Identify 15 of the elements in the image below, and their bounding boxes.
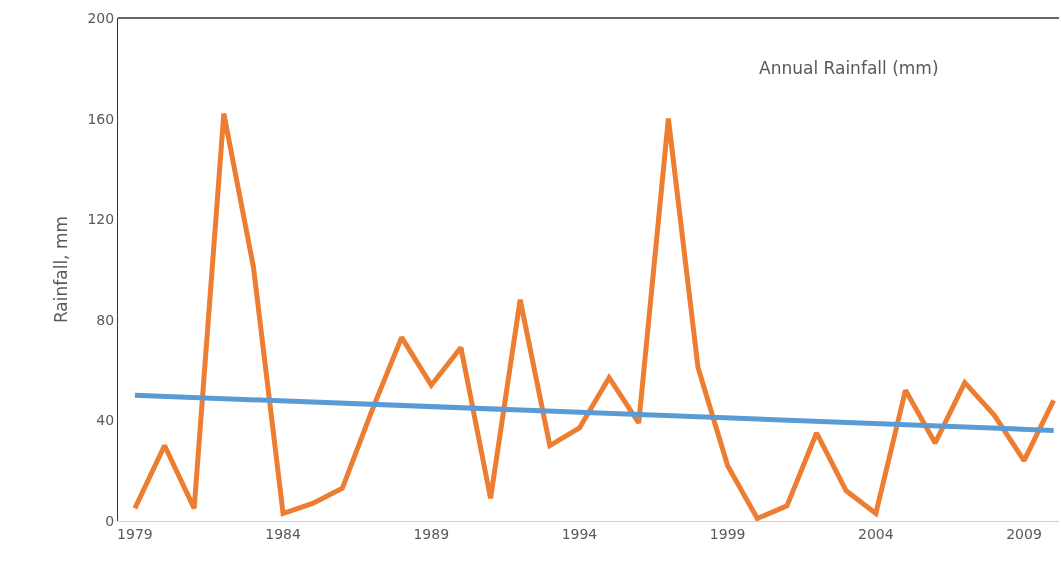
text: Annual Rainfall (mm)	[759, 58, 939, 79]
y-tick-label: 120	[87, 211, 115, 228]
x-tick-label: 2004	[858, 525, 894, 542]
x-tick-label: 1994	[561, 525, 598, 542]
y-tick-label: 80	[96, 311, 115, 328]
x-tick-label: 1984	[265, 525, 301, 542]
x-tick-label: 1979	[117, 525, 153, 542]
y-tick-label: 40	[96, 412, 115, 429]
y-tick-label: 0	[105, 512, 115, 529]
x-tick-label: 2009	[1006, 525, 1042, 542]
x-tick-label: 1999	[709, 525, 746, 542]
y-tick-label: 160	[87, 110, 115, 127]
y-tick-label: 200	[87, 9, 115, 26]
y-axis-title: Rainfall, mm	[51, 215, 72, 324]
x-tick-label: 1989	[413, 525, 450, 542]
